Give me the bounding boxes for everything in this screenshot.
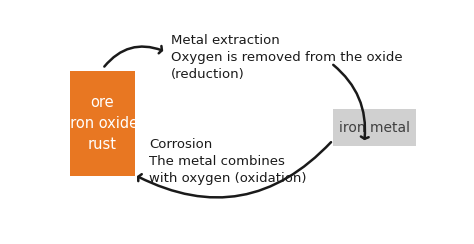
FancyBboxPatch shape — [333, 109, 416, 146]
Text: iron metal: iron metal — [339, 121, 410, 134]
FancyBboxPatch shape — [70, 71, 135, 176]
Text: Corrosion
The metal combines
with oxygen (oxidation): Corrosion The metal combines with oxygen… — [149, 138, 307, 185]
Text: ore
iron oxide
rust: ore iron oxide rust — [66, 95, 138, 152]
Text: Metal extraction
Oxygen is removed from the oxide
(reduction): Metal extraction Oxygen is removed from … — [171, 34, 403, 81]
